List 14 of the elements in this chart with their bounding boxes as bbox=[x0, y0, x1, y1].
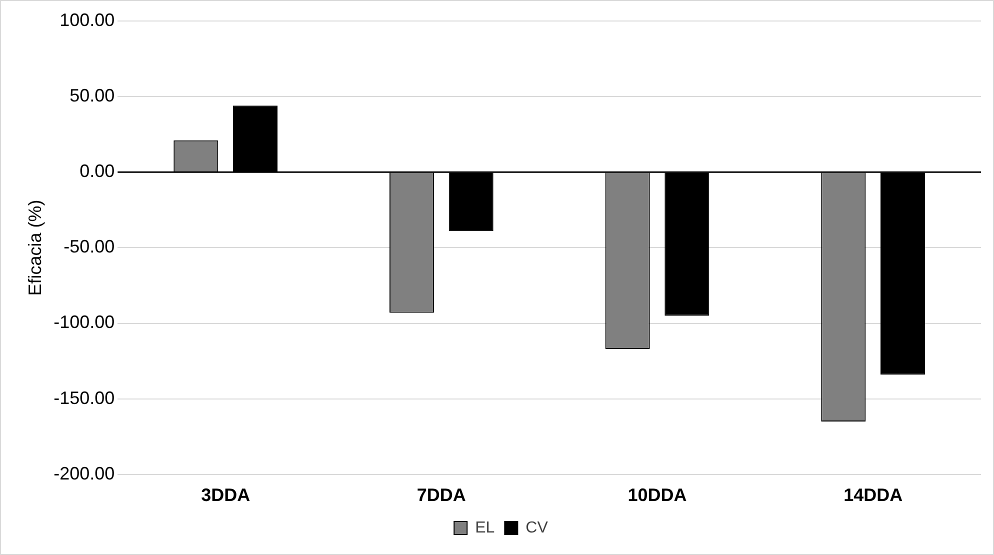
y-tick-label: 50.00 bbox=[70, 86, 115, 106]
x-tick-label: 10DDA bbox=[628, 485, 687, 506]
y-tick-label: -50.00 bbox=[64, 236, 115, 257]
y-tick-label: -200.00 bbox=[54, 463, 115, 484]
legend-label: CV bbox=[526, 519, 548, 536]
y-axis-title: Eficacia (%) bbox=[24, 200, 45, 296]
x-tick-label: 7DDA bbox=[416, 485, 466, 506]
y-tick-label: 100.00 bbox=[60, 10, 115, 30]
y-tick-label: 0.00 bbox=[80, 161, 115, 182]
y-tick-label: -150.00 bbox=[54, 388, 115, 408]
x-tick-label: 3DDA bbox=[201, 485, 250, 506]
x-tick-label: 14DDA bbox=[844, 485, 903, 506]
y-tick-label: -100.00 bbox=[54, 312, 115, 332]
legend-label: EL bbox=[475, 519, 495, 536]
